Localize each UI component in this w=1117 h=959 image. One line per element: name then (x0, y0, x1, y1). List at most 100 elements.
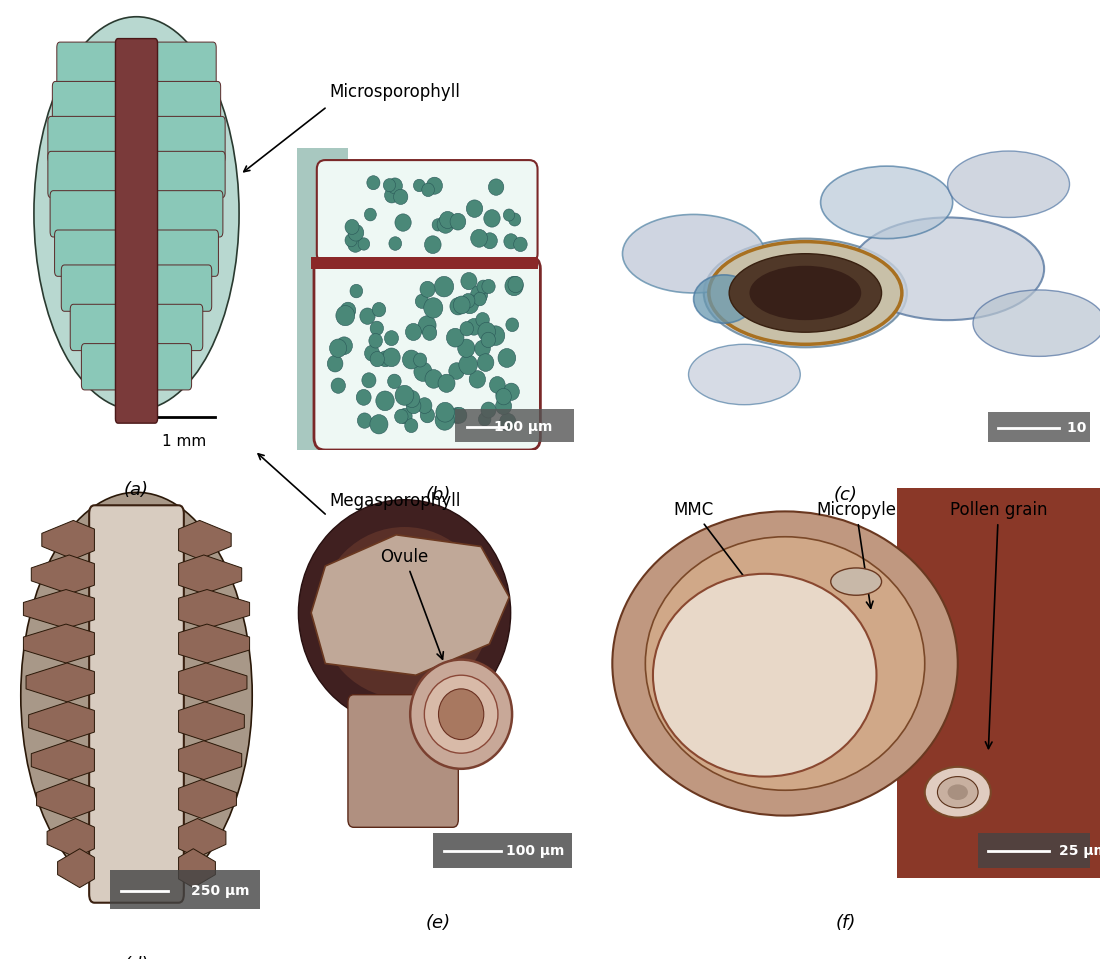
Ellipse shape (688, 344, 800, 405)
Text: Micropyle: Micropyle (817, 502, 896, 608)
Polygon shape (179, 702, 245, 740)
FancyBboxPatch shape (297, 148, 347, 450)
Text: 100 μm: 100 μm (506, 845, 564, 858)
Circle shape (481, 332, 496, 347)
Circle shape (370, 321, 383, 336)
Ellipse shape (424, 675, 498, 753)
Polygon shape (312, 535, 509, 675)
FancyBboxPatch shape (347, 694, 458, 828)
FancyBboxPatch shape (152, 42, 217, 88)
FancyBboxPatch shape (314, 257, 541, 450)
Ellipse shape (439, 689, 484, 739)
Circle shape (458, 339, 475, 358)
Ellipse shape (709, 242, 901, 344)
Circle shape (466, 318, 481, 336)
Ellipse shape (653, 573, 877, 777)
Ellipse shape (622, 215, 765, 292)
Circle shape (369, 334, 382, 348)
Circle shape (395, 214, 411, 231)
Text: (d): (d) (124, 956, 150, 959)
Circle shape (436, 403, 455, 422)
Circle shape (404, 390, 420, 408)
FancyBboxPatch shape (152, 343, 192, 390)
Circle shape (398, 409, 412, 424)
Ellipse shape (851, 218, 1044, 320)
FancyBboxPatch shape (50, 191, 122, 237)
Circle shape (508, 276, 523, 292)
Circle shape (481, 279, 495, 293)
Circle shape (416, 294, 429, 309)
Circle shape (449, 408, 465, 424)
Ellipse shape (612, 511, 957, 815)
Polygon shape (47, 818, 95, 857)
Circle shape (424, 369, 442, 388)
Circle shape (449, 363, 465, 380)
Ellipse shape (704, 239, 907, 347)
Circle shape (470, 229, 487, 247)
Circle shape (383, 178, 395, 192)
Polygon shape (23, 624, 95, 663)
FancyBboxPatch shape (989, 412, 1090, 442)
Circle shape (413, 179, 426, 192)
Text: 25 μm: 25 μm (1059, 845, 1108, 858)
Polygon shape (179, 555, 241, 594)
Polygon shape (29, 702, 95, 740)
Circle shape (402, 350, 420, 369)
Circle shape (461, 293, 475, 308)
Circle shape (427, 177, 442, 195)
Circle shape (436, 409, 455, 431)
Circle shape (331, 378, 345, 393)
Circle shape (947, 784, 968, 800)
Circle shape (454, 296, 470, 314)
FancyBboxPatch shape (317, 160, 537, 263)
FancyBboxPatch shape (89, 505, 184, 902)
Circle shape (475, 340, 490, 357)
Circle shape (477, 280, 489, 293)
Circle shape (414, 362, 432, 382)
Circle shape (336, 337, 353, 355)
Circle shape (362, 373, 376, 387)
Circle shape (360, 308, 375, 324)
Ellipse shape (646, 537, 925, 790)
Circle shape (437, 215, 454, 233)
Circle shape (407, 398, 421, 413)
Polygon shape (41, 521, 95, 559)
Circle shape (461, 295, 478, 314)
Polygon shape (23, 590, 95, 628)
Circle shape (488, 179, 504, 196)
Text: (e): (e) (426, 915, 451, 932)
Text: (c): (c) (834, 486, 858, 504)
Ellipse shape (821, 166, 953, 239)
Text: 1 mm: 1 mm (162, 434, 206, 449)
Circle shape (384, 188, 399, 203)
FancyBboxPatch shape (152, 230, 219, 276)
Text: (f): (f) (836, 915, 857, 932)
FancyBboxPatch shape (433, 833, 572, 868)
Ellipse shape (947, 151, 1069, 218)
Circle shape (417, 398, 432, 413)
Circle shape (327, 356, 343, 372)
Circle shape (366, 175, 380, 190)
Polygon shape (179, 740, 241, 780)
Text: 10 μm: 10 μm (1067, 421, 1116, 435)
Circle shape (432, 219, 443, 231)
Circle shape (478, 322, 496, 341)
Circle shape (435, 276, 454, 297)
Circle shape (450, 297, 466, 315)
Circle shape (506, 318, 518, 332)
Circle shape (345, 234, 357, 246)
Circle shape (469, 371, 486, 388)
Circle shape (370, 414, 388, 433)
Polygon shape (31, 740, 95, 780)
Circle shape (345, 220, 359, 234)
Circle shape (394, 409, 408, 424)
Circle shape (483, 233, 497, 248)
Circle shape (484, 210, 500, 227)
Ellipse shape (831, 568, 881, 596)
Ellipse shape (21, 492, 252, 899)
Circle shape (424, 236, 441, 253)
Text: Pollen grain: Pollen grain (949, 502, 1047, 749)
FancyBboxPatch shape (152, 152, 226, 198)
Ellipse shape (410, 660, 512, 769)
Circle shape (349, 224, 364, 241)
